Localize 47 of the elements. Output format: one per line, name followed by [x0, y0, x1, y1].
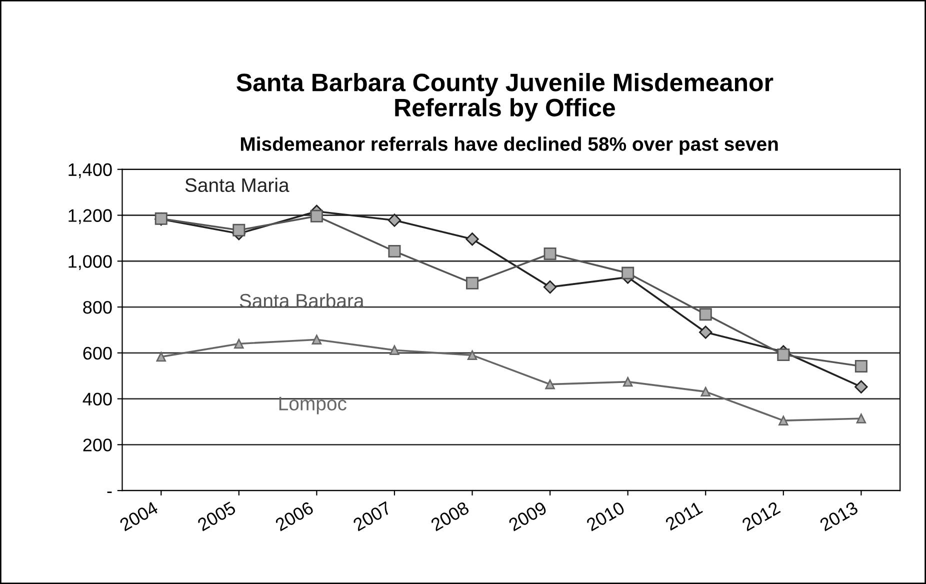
- point: [312, 334, 322, 344]
- x-tick-label: 2005: [196, 501, 236, 532]
- point: [778, 416, 788, 426]
- point: [390, 345, 400, 356]
- point: [699, 326, 712, 339]
- x-tick-label: 2012: [741, 501, 781, 532]
- point: [232, 224, 246, 236]
- series-label: Santa Maria: [185, 178, 290, 192]
- point: [854, 360, 868, 372]
- point: [777, 348, 790, 361]
- point: [466, 232, 479, 246]
- x-tick-label: 2010: [586, 501, 626, 532]
- x-tick-label: 2004: [118, 500, 159, 532]
- text: Santa Barbara: [240, 293, 364, 308]
- y-tick-label: -: [107, 492, 112, 494]
- point: [544, 248, 556, 260]
- point: [234, 338, 244, 349]
- text: Lompoc: [279, 396, 346, 414]
- x-tick-label: 2009: [508, 501, 548, 532]
- point: [856, 414, 866, 424]
- x-tick-label: 2013: [819, 501, 859, 532]
- point: [388, 245, 401, 258]
- point: [543, 280, 557, 294]
- point: [699, 308, 712, 321]
- y-tick-label: 400: [82, 392, 112, 406]
- point: [854, 380, 868, 394]
- y-tick-label: 800: [83, 300, 112, 314]
- y-tick-label: 200: [83, 438, 112, 452]
- y-tick-label: 600: [83, 346, 112, 360]
- point: [700, 386, 710, 397]
- y-tick-label: 1,000: [68, 255, 112, 270]
- point: [467, 350, 478, 360]
- point: [622, 376, 633, 387]
- chart-subtitle: Misdemeanor referrals have declined 58% over past seven: [240, 136, 778, 155]
- point: [545, 379, 555, 390]
- y-tick-label: 1,200: [68, 209, 112, 224]
- x-tick-label: 2007: [352, 501, 392, 532]
- chart-title: Santa Barbara County Juvenile Misdemeanor Referrals by Office: [236, 73, 774, 122]
- point: [622, 266, 634, 280]
- point: [156, 352, 166, 362]
- point: [466, 276, 479, 290]
- point: [310, 210, 323, 222]
- x-tick-label: 2006: [274, 501, 314, 532]
- point: [388, 214, 402, 227]
- y-tick-label: 1,400: [68, 163, 112, 178]
- x-tick-label: 2008: [430, 501, 470, 532]
- x-tick-label: 2011: [664, 501, 704, 531]
